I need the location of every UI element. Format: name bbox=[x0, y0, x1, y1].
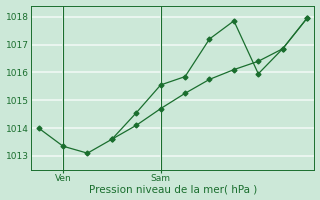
X-axis label: Pression niveau de la mer( hPa ): Pression niveau de la mer( hPa ) bbox=[89, 184, 257, 194]
